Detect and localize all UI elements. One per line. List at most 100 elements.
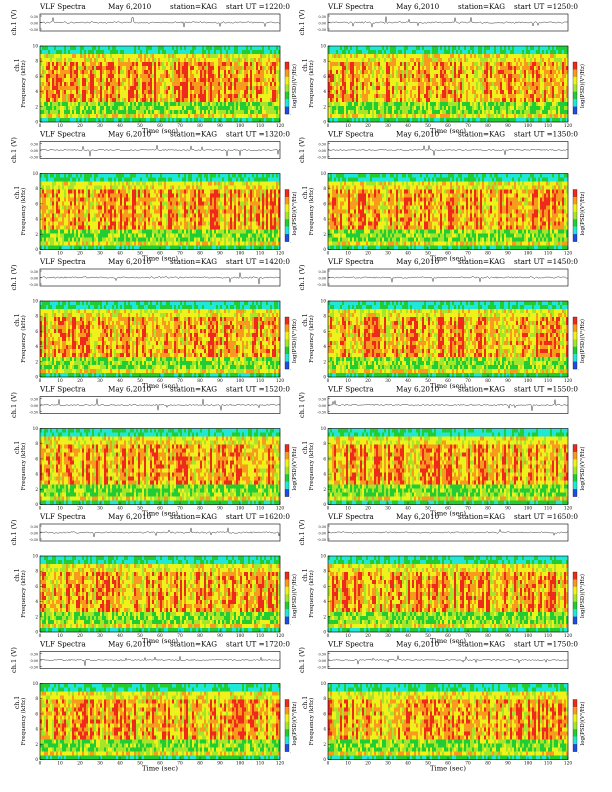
spectrogram-cell (104, 98, 107, 103)
spectrogram-cell (422, 70, 425, 75)
spectrogram-cell (462, 98, 465, 103)
spectrogram-cell (60, 181, 63, 186)
spectrogram-cell (530, 114, 533, 119)
spectrogram-cell (130, 58, 133, 63)
spectrogram-cell (524, 94, 527, 99)
spectrogram-cell (352, 110, 355, 115)
spectrogram-cell (250, 78, 253, 83)
spectrogram-cell (484, 98, 487, 103)
spectrogram-cell (246, 177, 249, 182)
spectrogram-cell (62, 78, 65, 83)
spectrogram-cell (374, 70, 377, 75)
time-tick-label: 30 (385, 124, 391, 129)
spectrogram-cell (86, 102, 89, 107)
spectrogram-cell (200, 70, 203, 75)
spectrogram-cell (210, 50, 213, 55)
spectrogram-cell (454, 74, 457, 79)
spectrogram-cell (372, 114, 375, 119)
spectrogram-cell (536, 118, 539, 123)
spectrogram-cell (42, 98, 45, 103)
spectrogram-cell (108, 110, 111, 115)
spectrogram-cell (154, 114, 157, 119)
spectrogram-cell (54, 173, 57, 178)
spectrogram-cell (562, 70, 565, 75)
spectrogram-cell (242, 74, 245, 79)
spectrogram-cell (540, 58, 543, 63)
spectrogram-cell (44, 102, 47, 107)
spectrogram-cell (442, 58, 445, 63)
spectrogram-cell (446, 54, 449, 59)
spectrogram-cell (360, 106, 363, 111)
spectrogram-cell (248, 94, 251, 99)
spectrogram-cell (392, 74, 395, 79)
spectrogram-cell (364, 82, 367, 87)
spectrogram-cell (454, 114, 457, 119)
spectrogram-cell (218, 177, 221, 182)
spectrogram-cell (46, 86, 49, 91)
spectrogram-cell (146, 74, 149, 79)
spectrogram-cell (102, 114, 105, 119)
spectrogram-cell (398, 110, 401, 115)
spectrogram-cell (444, 118, 447, 123)
spectrogram-cell (502, 66, 505, 71)
spectrogram-cell (486, 86, 489, 91)
spectrogram-cell (566, 62, 569, 67)
spectrogram-cell (268, 106, 271, 111)
spectrogram-cell (164, 78, 167, 83)
spectrogram-cell (98, 102, 101, 107)
spectrogram-cell (232, 90, 235, 95)
spectrogram-cell (386, 86, 389, 91)
amplitude-tick-label: -0.30 (29, 28, 38, 32)
spectrogram-cell (556, 90, 559, 95)
spectrogram-cell (352, 70, 355, 75)
spectrogram-cell (220, 102, 223, 107)
spectrogram-cell (452, 74, 455, 79)
spectrogram-cell (342, 106, 345, 111)
spectrogram-cell (122, 106, 125, 111)
spectrogram-cell (130, 114, 133, 119)
spectrogram-cell (528, 94, 531, 99)
spectrogram-cell (204, 46, 207, 51)
spectrogram-cell (80, 106, 83, 111)
spectrogram-cell (48, 98, 51, 103)
spectrogram-cell (352, 46, 355, 51)
spectrogram-cell (434, 62, 437, 67)
spectrogram-cell (168, 114, 171, 119)
spectrogram-cell (502, 70, 505, 75)
spectrogram-cell (274, 58, 277, 63)
frequency-tick-label: 2 (35, 104, 38, 109)
spectrogram-cell (118, 118, 121, 123)
spectrogram-cell (128, 114, 131, 119)
spectrogram-cell (160, 110, 163, 115)
spectrogram-cell (152, 70, 155, 75)
spectrogram-cell (472, 98, 475, 103)
spectrogram-cell (462, 106, 465, 111)
spectrogram-cell (52, 94, 55, 99)
spectrogram-cell (450, 98, 453, 103)
spectrogram-cell (182, 110, 185, 115)
spectrogram-cell (454, 82, 457, 87)
spectrogram-cell (234, 66, 237, 71)
spectrogram-cell (494, 46, 497, 51)
spectrogram-cell (160, 78, 163, 83)
colorbar-segment (285, 69, 289, 78)
spectrogram-cell (556, 50, 559, 55)
spectrogram-cell (330, 62, 333, 67)
spectrogram-cell (406, 94, 409, 99)
spectrogram-cell (512, 62, 515, 67)
spectrogram-cell (242, 66, 245, 71)
spectrogram-cell (74, 118, 77, 123)
spectrogram-cell (198, 110, 201, 115)
spectrogram-cell (368, 114, 371, 119)
spectrogram-cell (396, 106, 399, 111)
spectrogram-cell (442, 70, 445, 75)
spectrogram-cell (488, 86, 491, 91)
spectrogram-cell (266, 118, 269, 123)
spectrogram-cell (430, 90, 433, 95)
spectrogram-cell (530, 82, 533, 87)
spectrogram-cell (52, 46, 55, 51)
spectrogram-cell (366, 118, 369, 123)
spectrogram-cell (212, 74, 215, 79)
spectrogram-cell (498, 82, 501, 87)
spectrogram-cell (138, 106, 141, 111)
